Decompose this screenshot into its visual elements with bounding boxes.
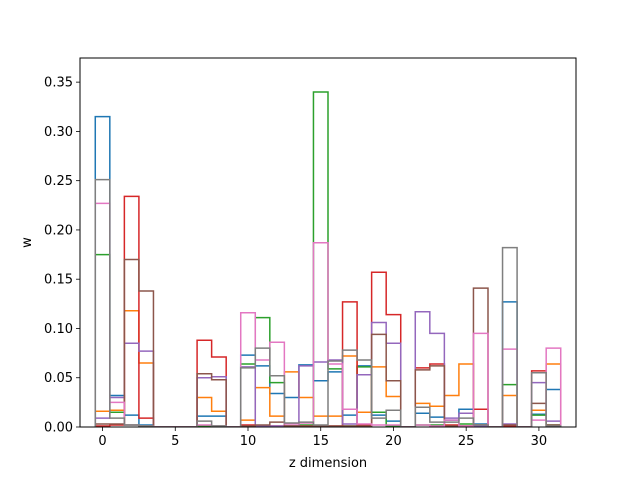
- axes-frame: [79, 57, 577, 428]
- x-axis-label: z dimension: [289, 456, 367, 471]
- y-tick-label: 0.05: [44, 371, 73, 386]
- x-tick-label: 30: [531, 434, 548, 449]
- x-tick-label: 25: [458, 434, 475, 449]
- y-tick-label: 0.35: [44, 76, 73, 91]
- series-6-step: [94, 258, 562, 427]
- x-tick-label: 15: [312, 434, 329, 449]
- x-tick-label: 0: [98, 434, 106, 449]
- x-tick-label: 10: [240, 434, 257, 449]
- series-8-step: [94, 178, 562, 427]
- y-tick-label: 0.15: [44, 273, 73, 288]
- y-axis-label: w: [20, 237, 35, 248]
- ticks-layer: 0 5 10 15 20 25 30 0.00 0.05 0.10 0.15 0.20 0.25 0.30…: [44, 76, 547, 449]
- y-tick-label: 0.10: [44, 322, 73, 337]
- series-4-step: [94, 195, 562, 427]
- y-tick-label: 0.25: [44, 174, 73, 189]
- series-layer: [94, 91, 562, 427]
- x-tick-label: 20: [385, 434, 402, 449]
- y-tick-label: 0.00: [44, 421, 73, 436]
- y-tick-label: 0.20: [44, 223, 73, 238]
- x-tick-label: 5: [171, 434, 179, 449]
- y-tick-label: 0.30: [44, 125, 73, 140]
